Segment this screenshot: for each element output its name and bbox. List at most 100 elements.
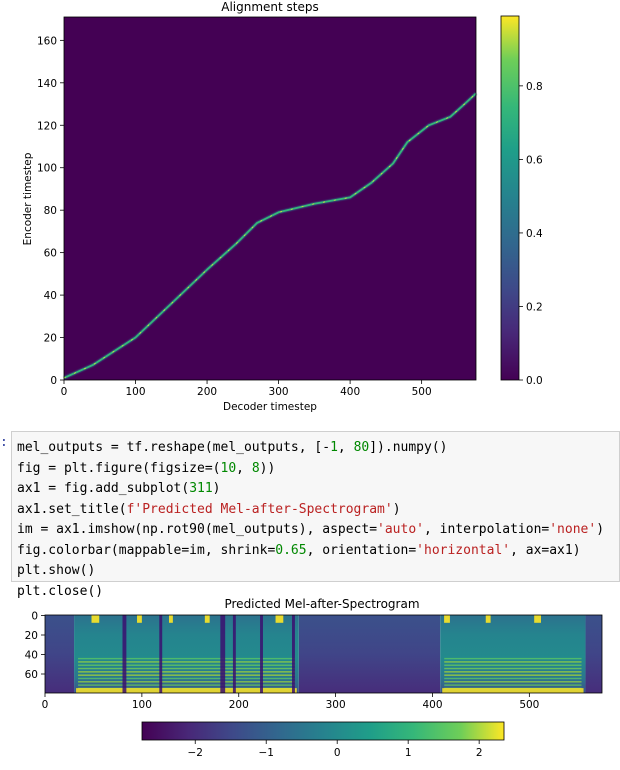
harmonic-band [444,657,582,660]
y-tick-label: 60 [25,669,38,681]
low-frequency-band [442,688,584,693]
code-token: plt.close() [17,583,104,599]
code-token: ax1.set_title( [17,501,127,517]
code-token: mel_outputs = tf.reshape(mel_outputs, [- [17,440,331,455]
spectrogram-title: Predicted Mel-after-Spectrogram [224,597,419,611]
code-token: 'auto' [377,522,424,537]
x-tick-label: 200 [229,699,249,711]
onset-highlight [91,615,100,623]
code-token: 1 [330,440,338,455]
y-tick-label: 0 [31,611,38,623]
onset-highlight [137,615,142,623]
spectrogram-colorbar-ticks: −2 −1 0 1 2 [187,740,483,759]
code-token: 311 [189,481,213,496]
code-line: mel_outputs = tf.reshape(mel_outputs, [-… [17,438,619,459]
harmonic-band [78,661,295,663]
code-token: im = ax1.imshow(np.rot90(mel_outputs), a… [17,522,378,537]
code-token: ax1 = fig.add_subplot( [17,481,190,496]
code-line: ax1 = fig.add_subplot(311) [17,479,619,500]
colorbar-tick-label: 0.6 [526,154,543,166]
code-token: 80 [353,440,370,455]
alignment-figure: Alignment steps 0 100 200 300 400 500 0 20 40 60… [22,0,543,413]
y-tick-label: 0 [50,375,57,387]
colorbar-tick-label: 0.2 [526,301,543,313]
alignment-path [63,92,478,380]
code-line: ax1.set_title(f'Predicted Mel-after-Spec… [17,500,619,521]
harmonic-band [444,671,582,673]
code-token: , orientation= [306,542,417,558]
spectrogram-image [45,615,602,693]
colorbar-tick-label: −2 [187,747,202,759]
code-token: , ax=ax1) [510,542,581,558]
notebook-code-cell[interactable]: : mel_outputs = tf.reshape(mel_outputs, … [0,431,620,599]
y-tick-label: 60 [44,248,57,260]
speech-region [440,615,586,693]
code-editor[interactable]: mel_outputs = tf.reshape(mel_outputs, [-… [11,431,620,599]
x-tick-label: 100 [132,699,152,711]
harmonic-band [78,667,295,670]
onset-highlight [485,615,491,623]
harmonic-band [444,661,582,663]
code-token: , [337,440,354,455]
colorbar-tick-label: 0.4 [526,228,543,240]
harmonic-band [78,674,295,676]
colorbar-tick-label: −1 [258,747,273,759]
alignment-colorbar-ticks: 0.0 0.2 0.4 0.6 0.8 [519,81,543,387]
code-token: fig = plt.figure(figsize=( [17,460,221,476]
colorbar-tick-label: 0 [334,747,341,759]
harmonic-band [444,667,582,670]
code-line: plt.show() [17,561,619,582]
pause-column [122,615,127,693]
pause-column [220,615,226,693]
spectrogram-y-axis: 0 20 40 60 [25,611,45,681]
code-line: fig.colorbar(mappable=im, shrink=0.65, o… [17,541,619,562]
x-tick-label: 400 [340,386,360,398]
silence-region [585,615,602,693]
harmonic-band [444,677,582,680]
pause-column [292,615,295,693]
code-token: 8 [251,460,260,476]
code-token: ]).numpy() [369,440,448,455]
x-tick-label: 0 [42,699,49,711]
alignment-y-axis: 0 20 40 60 80 100 120 140 160 [37,35,64,387]
code-line: fig = plt.figure(figsize=(10, 8)) [17,459,619,480]
x-tick-label: 500 [412,386,432,398]
y-tick-label: 140 [37,78,57,90]
harmonic-band [78,657,295,660]
code-line: im = ax1.imshow(np.rot90(mel_outputs), a… [17,520,619,541]
x-tick-label: 200 [197,386,217,398]
y-tick-label: 120 [37,120,57,132]
x-tick-label: 500 [519,699,539,711]
onset-highlight [204,615,210,623]
code-token: plt.show() [17,563,96,578]
low-frequency-band [76,688,297,693]
code-token: 0.65 [275,542,307,558]
y-tick-label: 160 [37,35,57,47]
y-tick-label: 20 [44,333,57,345]
x-tick-label: 400 [422,699,442,711]
alignment-y-label: Encoder timestep [22,152,34,245]
onset-highlight [168,615,173,623]
colorbar-tick-label: 2 [476,747,483,759]
colorbar-tick-label: 0.8 [526,81,543,93]
code-token: 'horizontal' [416,542,511,558]
spectrogram-figure: Predicted Mel-after-Spectrogram 0 100 200 3… [25,597,603,759]
y-tick-label: 20 [25,630,38,642]
harmonic-band [78,681,295,683]
onset-highlight [444,615,450,623]
x-tick-label: 100 [126,386,146,398]
y-tick-label: 40 [25,650,38,662]
pause-column [260,615,263,693]
harmonic-band [444,674,582,676]
silence-region [298,615,441,693]
pause-column [232,615,236,693]
spectrogram-x-axis: 0 100 200 300 400 500 [42,693,539,711]
silence-region [45,615,75,693]
code-token: ) [596,522,605,537]
alignment-x-label: Decoder timestep [223,401,317,413]
onset-highlight [534,615,541,623]
harmonic-band [78,664,295,666]
alignment-title: Alignment steps [221,0,319,14]
harmonic-band [78,677,295,680]
code-token: )) [259,460,276,476]
